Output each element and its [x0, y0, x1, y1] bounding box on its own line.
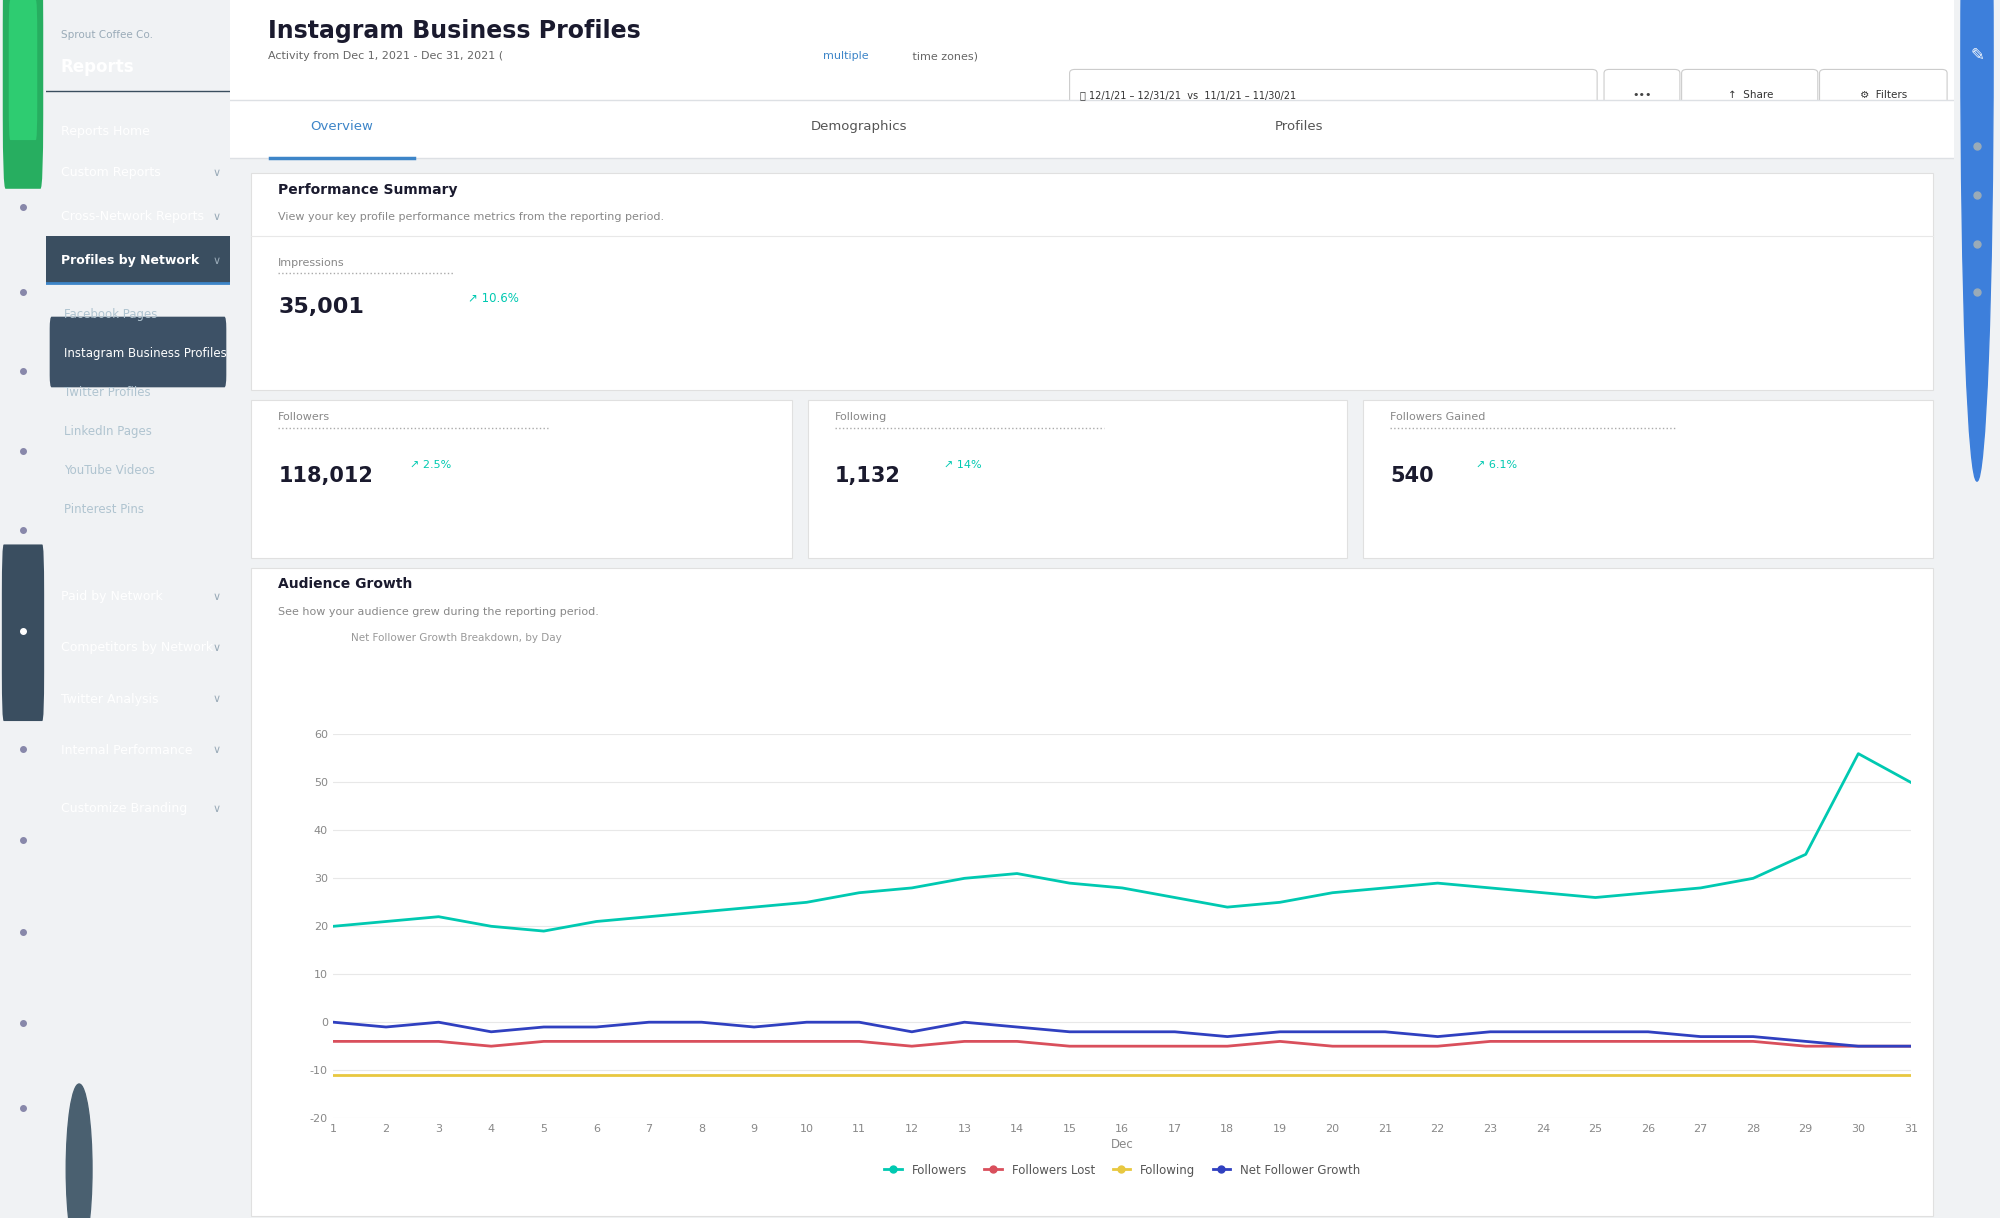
Text: Internal Performance: Internal Performance: [60, 744, 192, 756]
Text: ↑  Share: ↑ Share: [1728, 90, 1774, 100]
Text: ∨: ∨: [212, 168, 220, 178]
Text: multiple: multiple: [824, 51, 868, 61]
FancyBboxPatch shape: [1362, 400, 1934, 558]
Text: Customize Branding: Customize Branding: [60, 803, 186, 815]
FancyBboxPatch shape: [2, 544, 44, 721]
Text: 1,132: 1,132: [836, 466, 900, 486]
Text: ↗ 14%: ↗ 14%: [944, 460, 982, 470]
Text: ∨: ∨: [212, 804, 220, 814]
Text: Activity from Dec 1, 2021 - Dec 31, 2021 (: Activity from Dec 1, 2021 - Dec 31, 2021…: [268, 51, 504, 61]
Text: Reports: Reports: [60, 58, 134, 77]
FancyBboxPatch shape: [1604, 69, 1680, 123]
FancyBboxPatch shape: [8, 0, 38, 140]
Text: LinkedIn Pages: LinkedIn Pages: [64, 425, 152, 437]
Text: Profiles by Network: Profiles by Network: [60, 255, 198, 267]
Text: ↗ 6.1%: ↗ 6.1%: [1476, 460, 1518, 470]
Text: Followers: Followers: [278, 412, 330, 421]
Text: ⚙  Filters: ⚙ Filters: [1860, 90, 1906, 100]
Text: ↗ 10.6%: ↗ 10.6%: [468, 292, 518, 306]
Text: •••: •••: [1632, 90, 1652, 100]
Bar: [230, 0, 1954, 100]
Text: Followers Gained: Followers Gained: [1390, 412, 1486, 421]
Text: ✎: ✎: [1970, 46, 1984, 63]
Bar: [230, 100, 1954, 158]
Text: Competitors by Network: Competitors by Network: [60, 642, 212, 654]
Text: ∨: ∨: [212, 694, 220, 704]
Bar: [46, 236, 230, 283]
FancyBboxPatch shape: [808, 400, 1348, 558]
Text: Sprout Coffee Co.: Sprout Coffee Co.: [60, 30, 152, 40]
Text: Net Follower Growth Breakdown, by Day: Net Follower Growth Breakdown, by Day: [350, 633, 562, 643]
Text: ∨: ∨: [212, 592, 220, 602]
Text: Performance Summary: Performance Summary: [278, 183, 458, 196]
FancyBboxPatch shape: [250, 400, 792, 558]
X-axis label: Dec: Dec: [1110, 1138, 1134, 1151]
Text: time zones): time zones): [910, 51, 978, 61]
Text: ∨: ∨: [212, 643, 220, 653]
Text: Instagram Business Profiles: Instagram Business Profiles: [64, 347, 228, 359]
Text: 35,001: 35,001: [278, 297, 364, 317]
Text: 118,012: 118,012: [278, 466, 374, 486]
FancyBboxPatch shape: [1820, 69, 1948, 123]
Text: See how your audience grew during the reporting period.: See how your audience grew during the re…: [278, 607, 600, 616]
Text: Twitter Analysis: Twitter Analysis: [60, 693, 158, 705]
Text: Audience Growth: Audience Growth: [278, 577, 412, 591]
Text: Profiles: Profiles: [1274, 121, 1324, 133]
FancyBboxPatch shape: [250, 173, 1934, 390]
Circle shape: [1960, 0, 1994, 481]
Text: ∨: ∨: [212, 212, 220, 222]
Text: Pinterest Pins: Pinterest Pins: [64, 503, 144, 515]
Circle shape: [66, 1084, 92, 1218]
FancyBboxPatch shape: [50, 317, 226, 387]
Text: Impressions: Impressions: [278, 258, 344, 268]
FancyBboxPatch shape: [2, 0, 44, 189]
Text: ↗ 2.5%: ↗ 2.5%: [410, 460, 450, 470]
Text: Paid by Network: Paid by Network: [60, 591, 162, 603]
Text: Custom Reports: Custom Reports: [60, 167, 160, 179]
Text: Twitter Profiles: Twitter Profiles: [64, 386, 152, 398]
Text: ∨: ∨: [212, 256, 220, 266]
Text: Demographics: Demographics: [812, 121, 908, 133]
Text: Following: Following: [836, 412, 888, 421]
Text: View your key profile performance metrics from the reporting period.: View your key profile performance metric…: [278, 212, 664, 222]
Text: Reports Home: Reports Home: [60, 125, 150, 138]
Legend: Followers, Followers Lost, Following, Net Follower Growth: Followers, Followers Lost, Following, Ne…: [880, 1158, 1364, 1181]
Text: 540: 540: [1390, 466, 1434, 486]
Text: 📅 12/1/21 – 12/31/21  vs  11/1/21 – 11/30/21: 📅 12/1/21 – 12/31/21 vs 11/1/21 – 11/30/…: [1080, 90, 1296, 100]
FancyBboxPatch shape: [250, 568, 1934, 1216]
FancyBboxPatch shape: [1070, 69, 1598, 123]
Text: ∨: ∨: [212, 745, 220, 755]
Text: Overview: Overview: [310, 121, 374, 133]
Text: YouTube Videos: YouTube Videos: [64, 464, 156, 476]
FancyBboxPatch shape: [1682, 69, 1818, 123]
Text: Instagram Business Profiles: Instagram Business Profiles: [268, 19, 640, 44]
Text: Cross-Network Reports: Cross-Network Reports: [60, 211, 204, 223]
Text: Facebook Pages: Facebook Pages: [64, 308, 158, 320]
